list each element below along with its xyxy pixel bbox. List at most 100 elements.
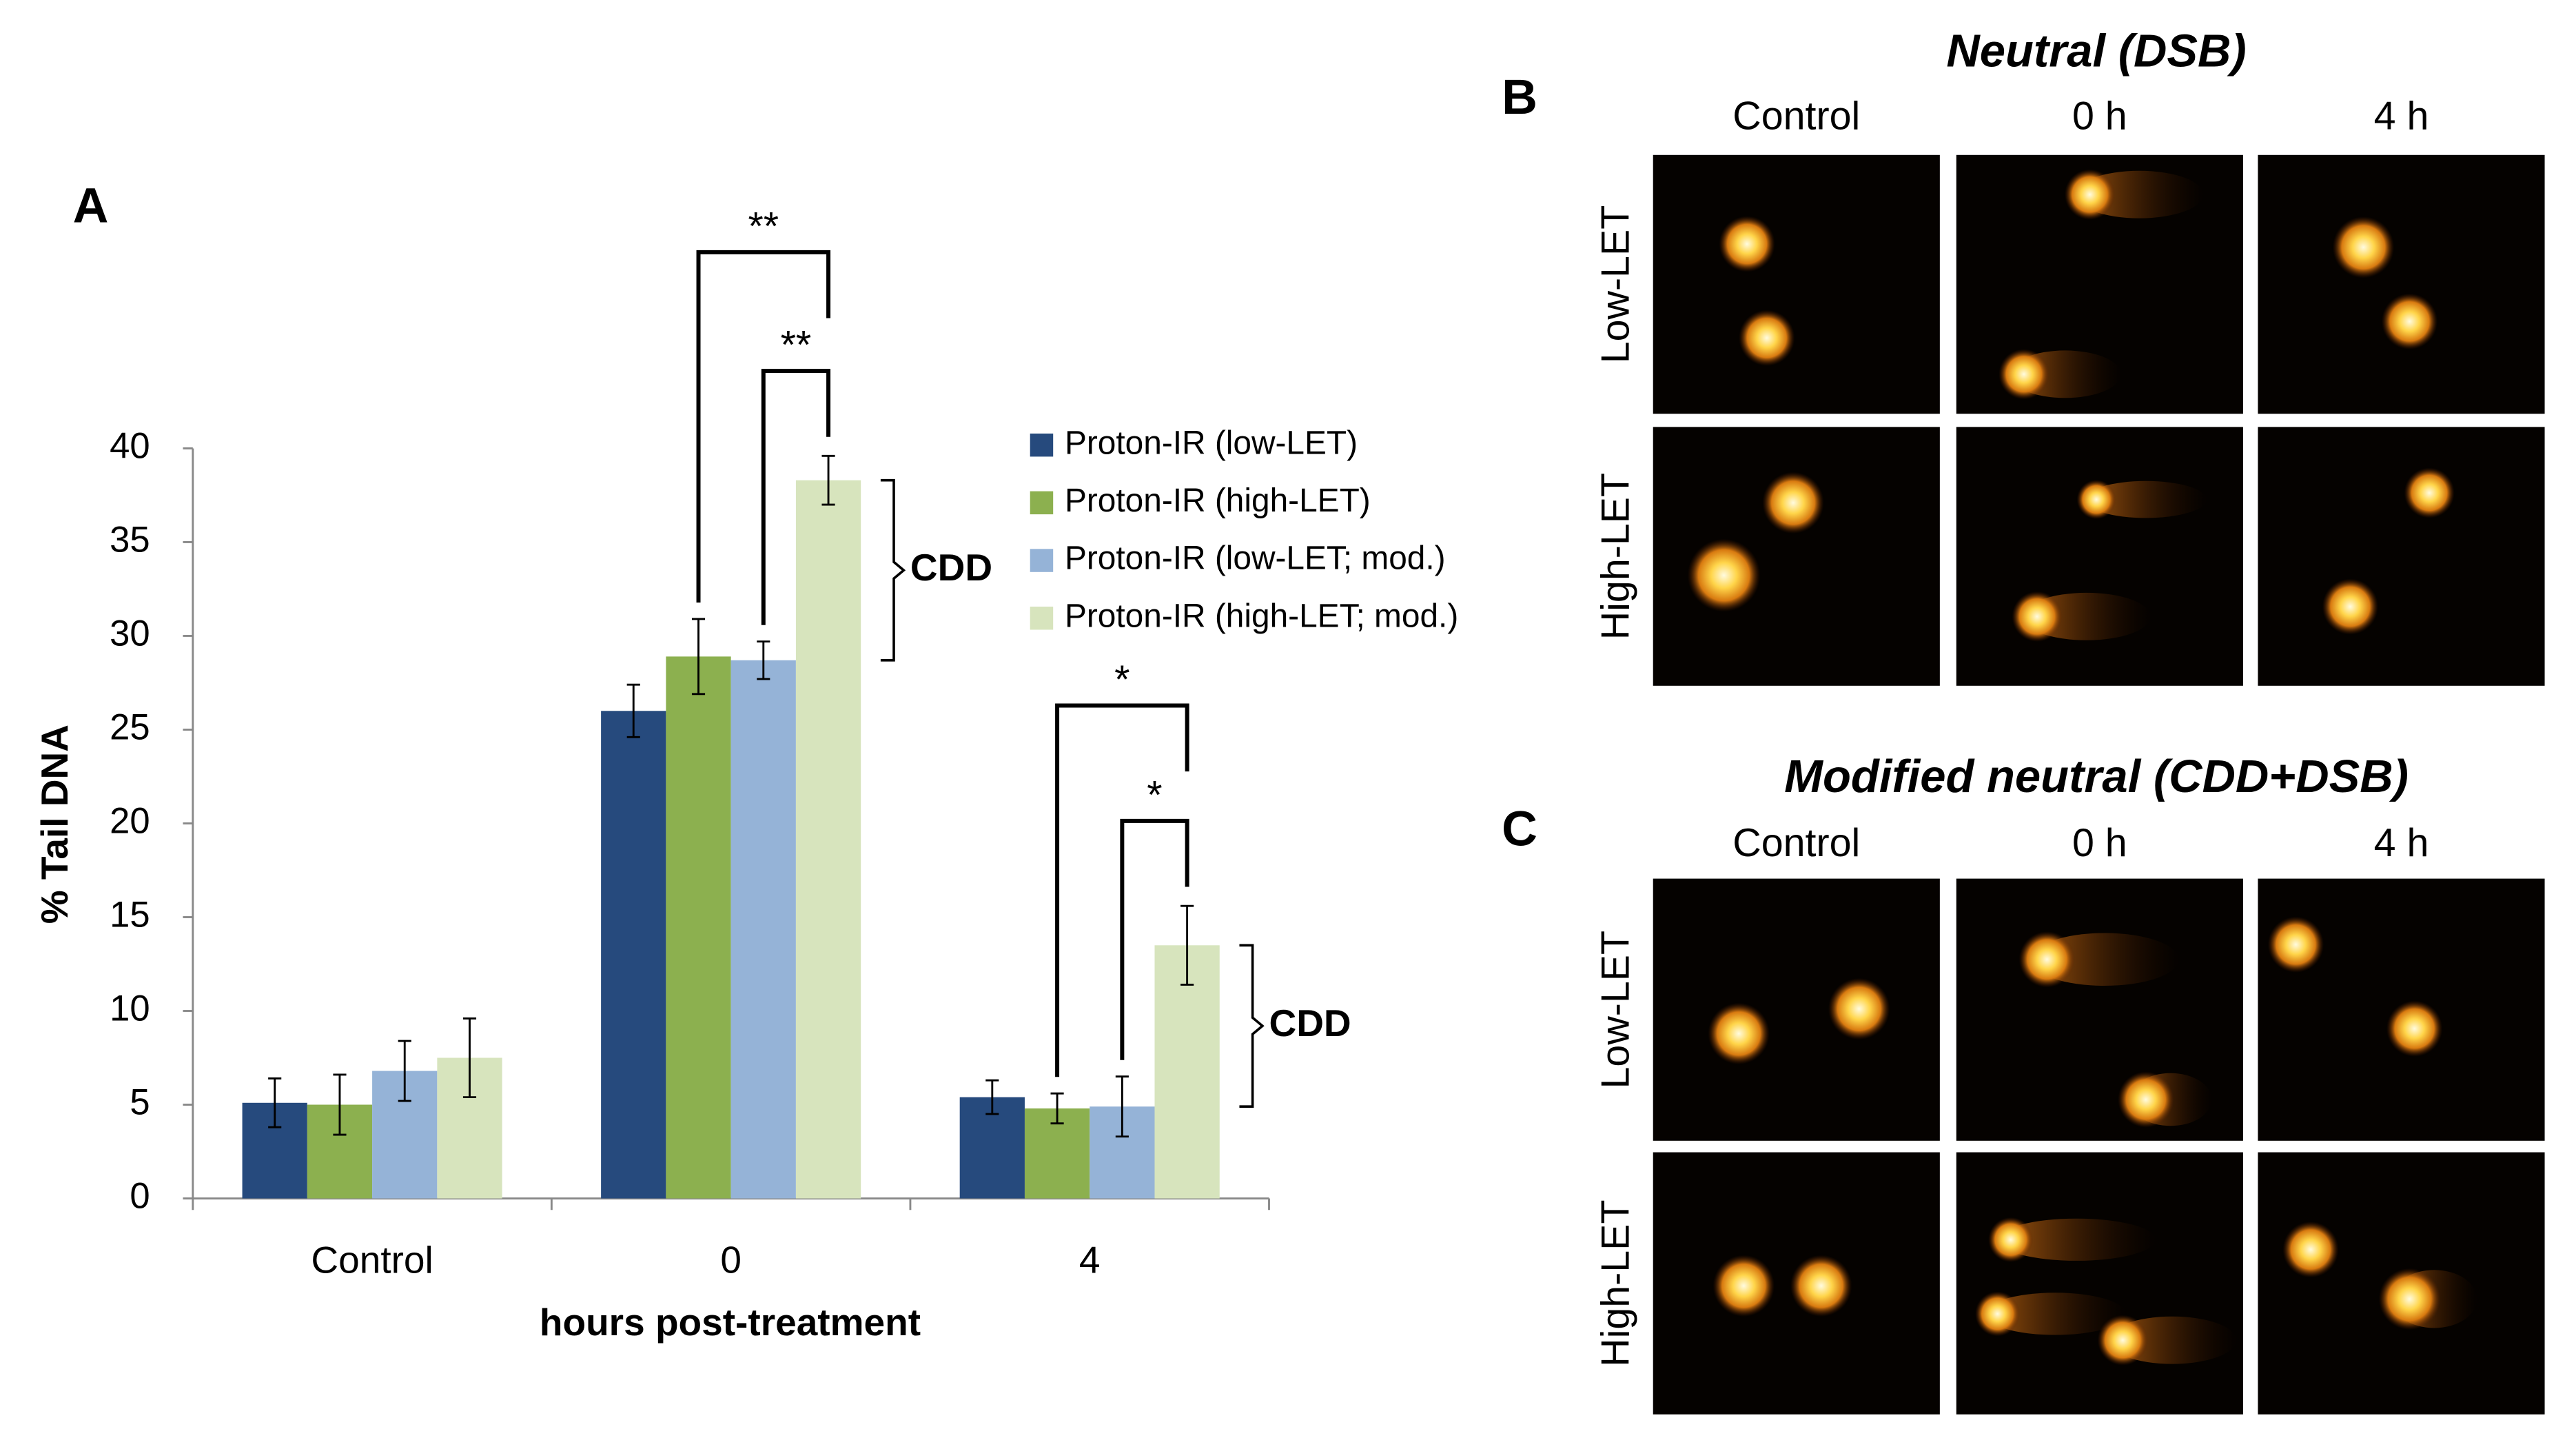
comet-head: [2267, 916, 2324, 973]
comet-image: [1956, 427, 2243, 686]
bar: [730, 660, 796, 1199]
comet-head: [2018, 931, 2075, 988]
comet-head: [1975, 1291, 2021, 1337]
legend-label: Proton-IR (high-LET): [1065, 483, 1371, 519]
column-label: Control: [1732, 94, 1860, 138]
comet-head: [2378, 1268, 2441, 1330]
comet-image: [1956, 1152, 2243, 1415]
error-bar: [821, 454, 835, 506]
error-bar: [1180, 904, 1194, 986]
bar: [795, 480, 861, 1199]
y-tick-label: 20: [110, 800, 150, 841]
comet-head: [2097, 1315, 2148, 1366]
legend-swatch: [1030, 549, 1054, 572]
comet-head: [2332, 216, 2395, 278]
brace: [1239, 944, 1265, 1108]
panel-label: B: [1502, 70, 1537, 125]
comet-image: [1653, 154, 1940, 414]
column-label: Control: [1732, 821, 1860, 865]
comet-head: [1719, 216, 1775, 272]
significance-label: **: [781, 323, 812, 367]
comet-head: [1708, 1002, 1770, 1065]
comet-head: [1687, 538, 1761, 612]
comet-head: [2064, 169, 2116, 220]
brace: [880, 478, 906, 662]
significance-bracket: [696, 250, 831, 603]
legend-label: Proton-IR (low-LET; mod.): [1065, 540, 1446, 577]
error-bar: [1115, 1075, 1129, 1138]
comet-head: [2386, 1000, 2443, 1057]
comet-image: [2258, 427, 2545, 686]
error-bar: [626, 683, 640, 738]
y-tick-label: 35: [110, 519, 150, 560]
panel-label: C: [1502, 802, 1537, 857]
y-tick-label: 0: [130, 1175, 150, 1216]
x-tick-label: Control: [311, 1238, 433, 1281]
bar: [666, 656, 731, 1199]
comet-head: [1762, 472, 1824, 534]
error-bar: [691, 618, 706, 696]
legend-label: Proton-IR (high-LET; mod.): [1065, 598, 1458, 634]
comet-head: [1999, 349, 2049, 400]
comet-head: [2282, 1221, 2339, 1278]
column-label: 4 h: [2374, 94, 2429, 138]
legend-swatch: [1030, 491, 1054, 515]
row-label: High-LET: [1594, 473, 1638, 640]
error-bar: [1050, 1092, 1064, 1125]
comet-tail: [2085, 480, 2207, 518]
panel-title: Neutral (DSB): [1946, 26, 2246, 77]
y-axis-label: % Tail DNA: [33, 724, 76, 924]
x-axis-label: hours post-treatment: [540, 1301, 921, 1344]
error-bar: [398, 1040, 411, 1102]
x-tick-label: 4: [1079, 1238, 1101, 1281]
comet-image: [2258, 154, 2545, 414]
bar: [1154, 945, 1220, 1199]
significance-label: *: [1114, 658, 1129, 702]
column-label: 0 h: [2072, 94, 2127, 138]
significance-label: *: [1147, 773, 1162, 818]
error-bar: [268, 1077, 282, 1128]
error-bar: [333, 1073, 347, 1136]
comet-head: [1988, 1217, 2034, 1262]
row-label: High-LET: [1594, 1200, 1638, 1367]
comet-head: [2322, 578, 2379, 635]
y-tick-label: 15: [110, 894, 150, 935]
error-bar: [462, 1017, 477, 1099]
comet-head: [1713, 1255, 1775, 1317]
y-tick-label: 25: [110, 707, 150, 747]
y-tick-label: 10: [110, 988, 150, 1029]
brace-label: CDD: [1269, 1002, 1351, 1044]
significance-bracket: [1120, 818, 1189, 1060]
comet-head: [2118, 1071, 2174, 1128]
legend-label: Proton-IR (low-LET): [1065, 425, 1358, 461]
legend-swatch: [1030, 607, 1054, 630]
comet-head: [1828, 977, 1890, 1040]
column-label: 0 h: [2072, 821, 2127, 865]
row-label: Low-LET: [1594, 205, 1638, 364]
significance-bracket: [761, 369, 831, 625]
comet-tail: [1984, 1293, 2127, 1335]
y-tick-label: 5: [130, 1082, 150, 1122]
y-tick-label: 30: [110, 613, 150, 653]
comet-head: [2381, 293, 2438, 349]
column-label: 4 h: [2374, 821, 2429, 865]
comet-tail: [1997, 1218, 2156, 1261]
y-tick-label: 40: [110, 425, 150, 466]
bar: [601, 711, 666, 1199]
comet-head: [2012, 591, 2063, 642]
brace-label: CDD: [910, 546, 992, 589]
legend-swatch: [1030, 433, 1054, 457]
significance-bracket: [1055, 703, 1189, 1077]
error-bar: [757, 640, 770, 680]
comet-head: [1739, 310, 1795, 366]
x-tick-label: 0: [720, 1238, 742, 1281]
comet-head: [1790, 1255, 1852, 1317]
comet-head: [2404, 467, 2455, 518]
panel-label: A: [73, 179, 109, 234]
significance-label: **: [748, 205, 779, 249]
comet-image: [1653, 878, 1940, 1141]
comet-head: [2076, 480, 2116, 520]
error-bar: [985, 1079, 999, 1115]
row-label: Low-LET: [1594, 931, 1638, 1089]
